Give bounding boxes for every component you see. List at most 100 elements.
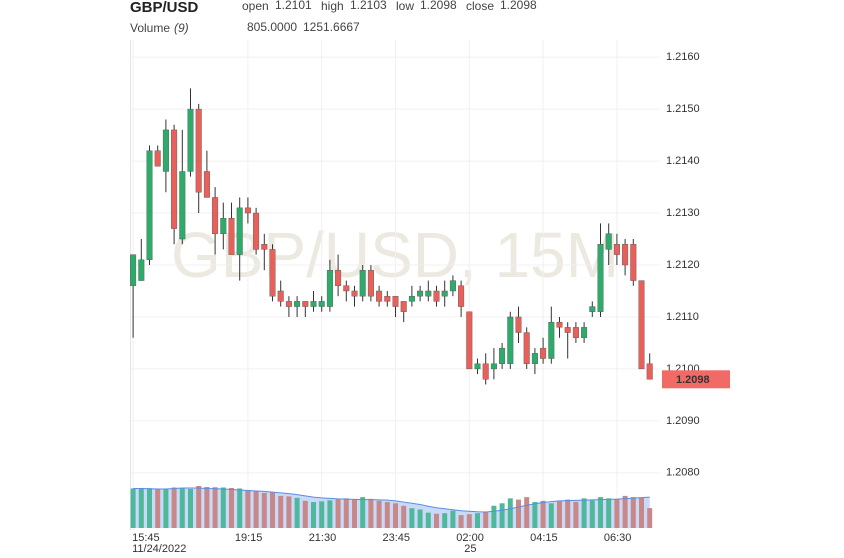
volume-bar: [589, 500, 595, 528]
volume-bar: [311, 502, 316, 528]
volume-bar: [204, 486, 210, 528]
candle-body: [179, 171, 186, 240]
candle-body: [490, 363, 497, 370]
volume-bar: [130, 488, 136, 528]
candle-body: [507, 316, 514, 364]
candle-body: [187, 108, 194, 172]
header-value: 1.2098: [420, 0, 457, 12]
candle-body: [408, 295, 415, 302]
candle-body: [392, 295, 399, 307]
candle-body: [589, 306, 596, 312]
candle-body: [425, 290, 432, 297]
volume-bar: [401, 505, 407, 528]
volume-bar: [147, 488, 152, 528]
x-tick-label: 19:15: [235, 532, 263, 544]
candle-body: [335, 269, 342, 286]
volume-ma-line: [133, 487, 650, 513]
candle-body: [130, 254, 137, 286]
volume-bar: [499, 503, 505, 528]
volume-bar: [335, 499, 341, 528]
volume-bar: [171, 487, 177, 528]
candle-body: [466, 311, 473, 370]
volume-bar: [409, 508, 415, 528]
x-tick-label: 06:30: [604, 532, 632, 544]
volume-bar: [548, 503, 554, 528]
candle-body: [630, 244, 637, 281]
last-price-label: 1.2098: [676, 374, 710, 386]
x-tick-label: 21:30: [309, 532, 337, 544]
candle-body: [285, 301, 292, 307]
volume-bar: [639, 497, 644, 528]
header-value: 1.2103: [350, 0, 387, 12]
volume-bar: [483, 512, 489, 528]
candle-body: [367, 269, 374, 297]
candle-body: [482, 363, 489, 380]
candle-body: [548, 321, 555, 359]
volume-bar: [286, 496, 292, 528]
y-tick-label: 1.2080: [666, 467, 700, 479]
x-tick-label: 15:45: [132, 532, 160, 544]
y-tick-label: 1.2090: [666, 415, 700, 427]
candle-body: [203, 171, 210, 198]
volume-bar: [393, 503, 398, 528]
volume-bar: [188, 488, 193, 528]
volume-bar: [622, 495, 628, 528]
candle-body: [261, 244, 268, 250]
candle-body: [228, 218, 235, 255]
candle-body: [433, 290, 440, 302]
volume-bar: [450, 510, 456, 528]
candle-body: [646, 363, 653, 380]
candle-body: [294, 301, 301, 307]
candle-body: [146, 150, 153, 261]
volume-bar: [458, 515, 464, 528]
volume-bar: [212, 487, 218, 528]
candle-body: [622, 244, 629, 266]
volume-bar: [417, 509, 423, 528]
volume-bar: [491, 505, 497, 528]
candle-body: [236, 207, 243, 255]
volume-bar: [532, 502, 538, 528]
y-tick-label: 1.2160: [666, 51, 700, 63]
volume-bar: [278, 495, 284, 528]
header-value: 1.2101: [275, 0, 312, 12]
candle-body: [515, 316, 522, 333]
candle-body: [597, 244, 604, 312]
candle-body: [523, 332, 530, 364]
candle-body: [318, 301, 325, 307]
volume-bar: [425, 512, 431, 528]
volume-bar: [557, 501, 562, 528]
volume-bar: [163, 488, 169, 528]
candle-body: [244, 207, 251, 214]
volume-bar: [343, 498, 349, 528]
volume-bar: [327, 500, 333, 528]
x-tick-label: 23:45: [383, 532, 411, 544]
volume-label: Volume: [130, 21, 170, 35]
candle-body: [449, 280, 456, 292]
volume-bar: [196, 486, 202, 528]
volume-bar: [606, 498, 612, 528]
candle-body: [474, 363, 481, 370]
candle-body: [162, 129, 169, 172]
volume-bar: [270, 492, 275, 528]
candle-body: [326, 269, 333, 307]
volume-ma-value: 1251.6667: [303, 20, 360, 34]
y-tick-label: 1.2130: [666, 207, 700, 219]
volume-bar: [573, 501, 579, 528]
candle-body: [302, 301, 309, 307]
candle-body: [171, 129, 178, 229]
candle-body: [540, 347, 547, 359]
candle-body: [638, 280, 645, 370]
candle-body: [212, 197, 219, 235]
volume-bar: [261, 492, 267, 528]
header-label: low: [396, 0, 414, 13]
candle-body: [581, 327, 588, 338]
candle-body: [613, 244, 620, 255]
volume-bar: [581, 498, 587, 528]
volume-bar: [155, 488, 161, 528]
candle-body: [351, 290, 358, 297]
candle-body: [564, 327, 571, 333]
volume-bar: [352, 499, 357, 528]
volume-bar: [434, 513, 439, 528]
volume-bar: [253, 490, 259, 528]
